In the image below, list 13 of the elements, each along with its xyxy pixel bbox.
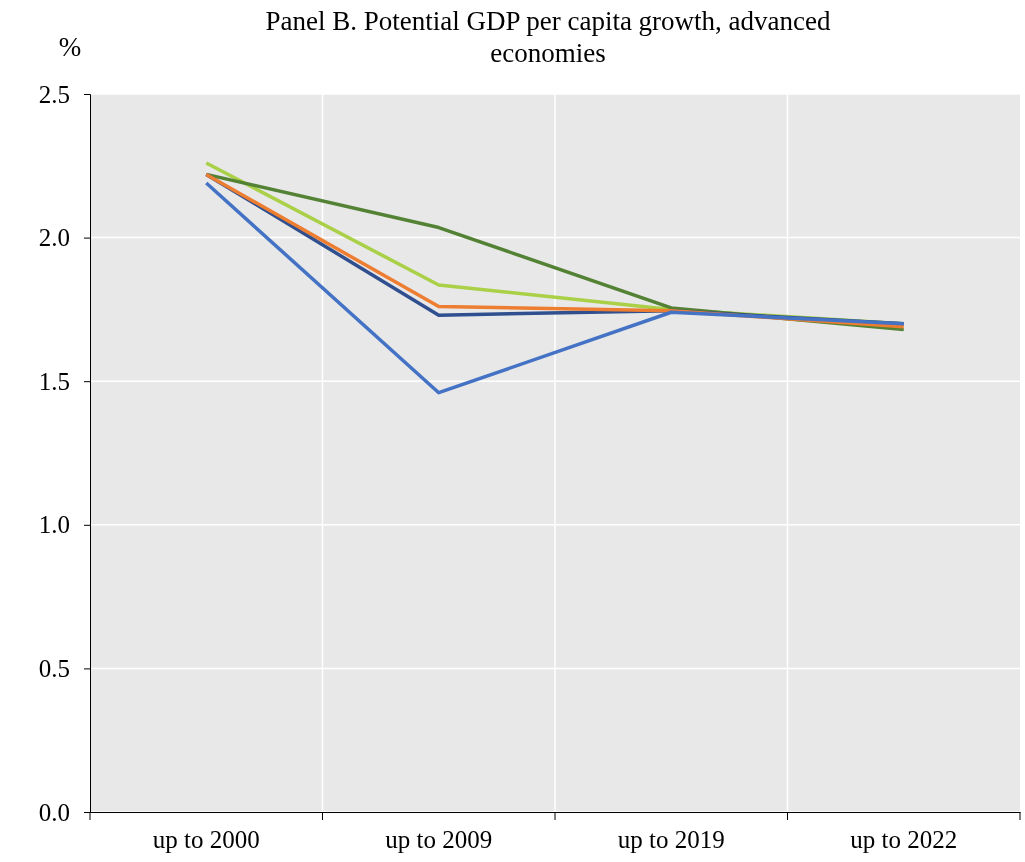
chart-title: Panel B. Potential GDP per capita growth, advanced economies <box>265 6 832 68</box>
y-tick-label: 2.0 <box>38 224 70 252</box>
line-series <box>204 181 906 395</box>
y-tick-label: 2.5 <box>38 80 70 108</box>
y-tick-label: 1.0 <box>38 511 70 539</box>
x-tick-label: up to 2022 <box>850 825 958 853</box>
y-tick-label: 0.5 <box>38 654 70 682</box>
x-tick-label: up to 2019 <box>617 825 725 853</box>
x-tick-label: up to 2000 <box>152 825 260 853</box>
y-tick-label: 1.5 <box>38 367 70 395</box>
x-tick-label: up to 2009 <box>385 825 493 853</box>
y-axis-title: % <box>58 32 82 62</box>
y-tick-label: 0.0 <box>38 798 70 826</box>
